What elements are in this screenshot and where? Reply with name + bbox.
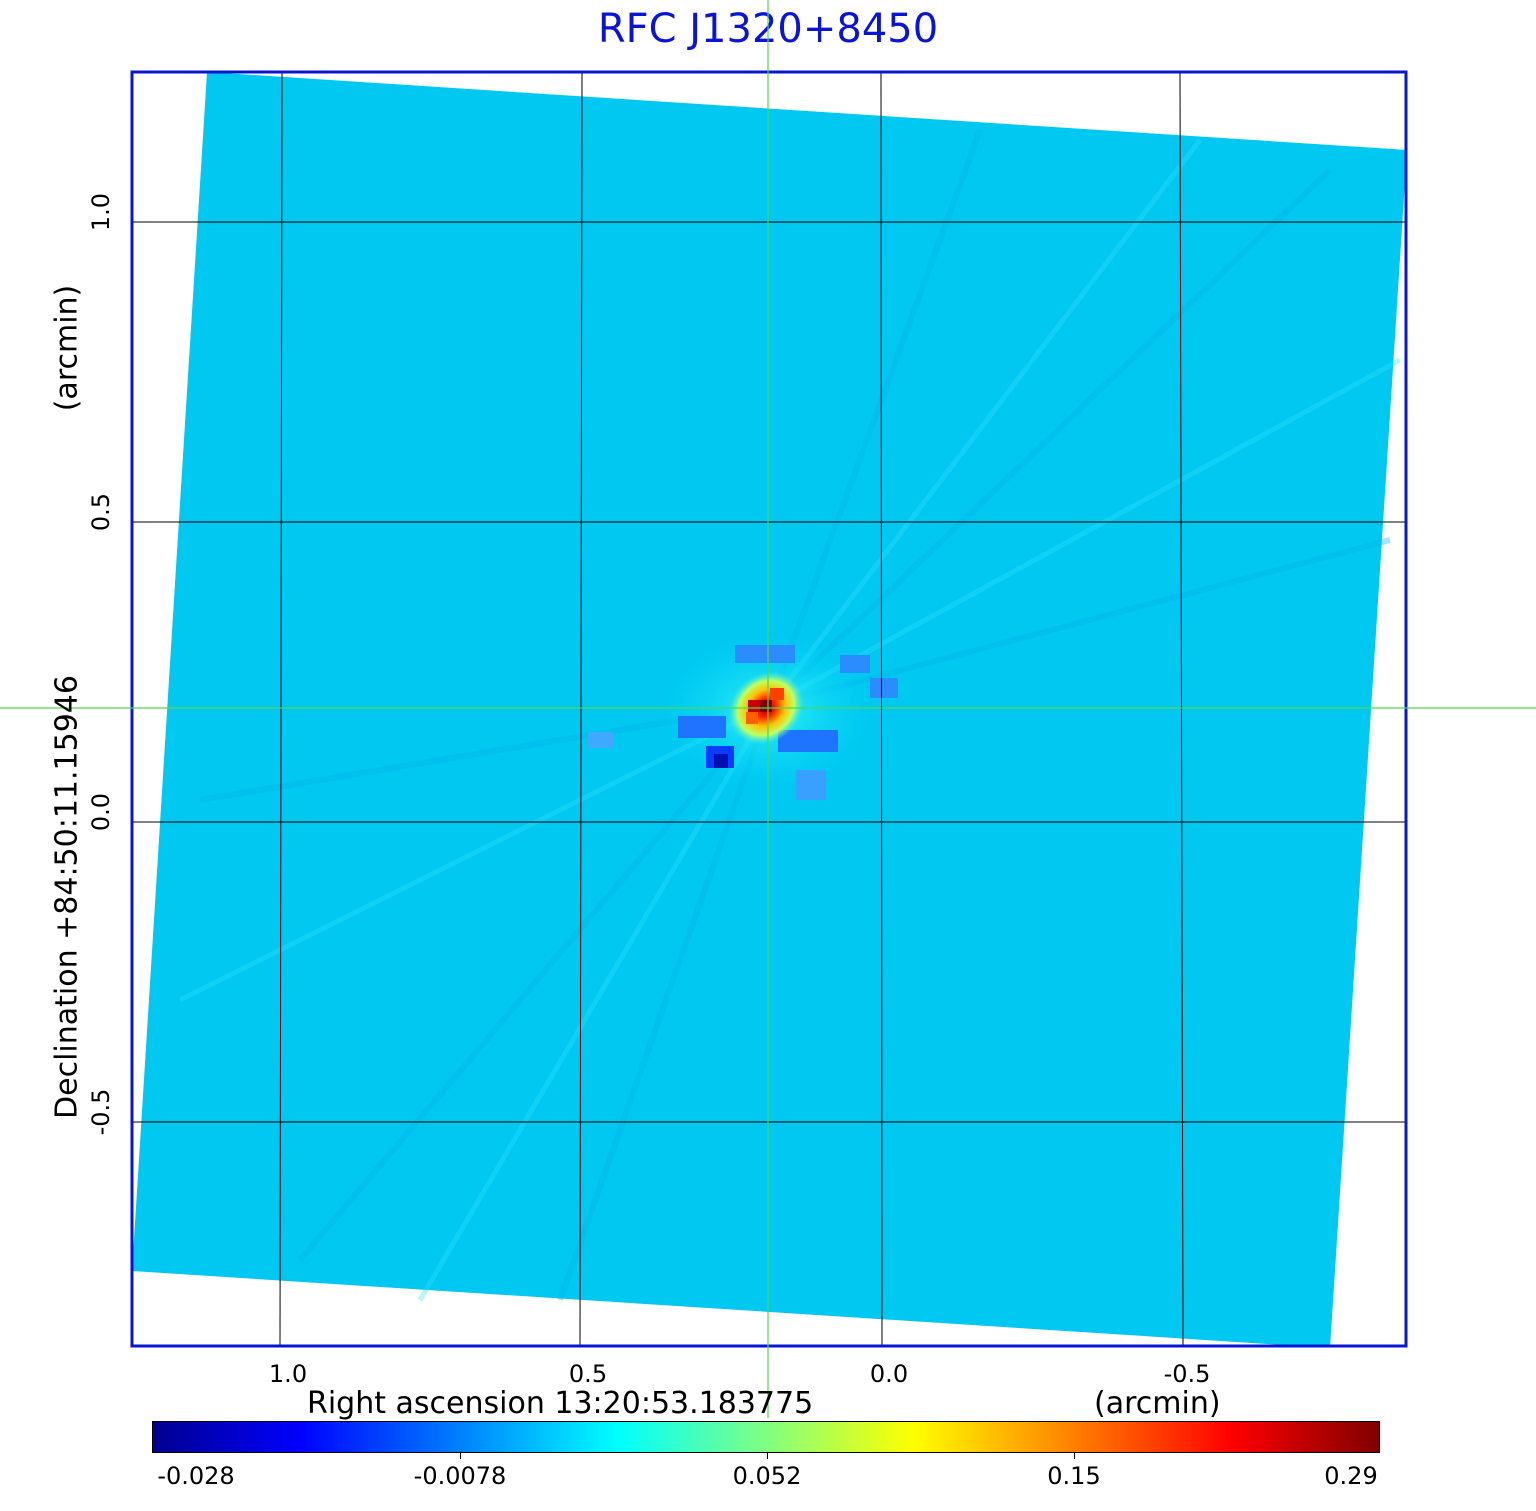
colorbar-tick-label: 0.15 [1047, 1462, 1101, 1490]
y-tick-label: -0.5 [87, 1088, 115, 1136]
peak-pixels [746, 688, 784, 724]
x-axis-label: Right ascension 13:20:53.183775 [307, 1386, 814, 1421]
y-tick-label: 0.0 [87, 792, 115, 832]
plot-frame [130, 70, 1408, 1348]
x-tick-label: 0.0 [869, 1360, 909, 1388]
coordinate-grid [132, 72, 1406, 1346]
x-axis-unit: (arcmin) [1094, 1386, 1221, 1421]
y-tick-label: 0.5 [87, 492, 115, 532]
y-tick-label: 1.0 [87, 192, 115, 232]
colorbar-tick-label: 0.052 [732, 1462, 802, 1490]
y-axis-label: Declination +84:50:11.15946 [49, 675, 85, 1119]
colorbar [152, 1421, 1380, 1453]
colorbar-tick-label: -0.028 [157, 1462, 235, 1490]
negative-sidelobes [588, 645, 898, 800]
sidelobe-streaks-light [178, 138, 1402, 1302]
x-tick-label: 1.0 [268, 1360, 308, 1388]
colorbar-tick-mark [1074, 1453, 1075, 1459]
colorbar-tick-mark [767, 1453, 768, 1459]
radio-map-plot [0, 0, 1536, 1418]
crosshair [0, 0, 1536, 1418]
colorbar-tick-label: 0.29 [1324, 1462, 1378, 1490]
colorbar-tick-label: -0.0078 [413, 1462, 507, 1490]
x-tick-label: -0.5 [1163, 1360, 1211, 1388]
colorbar-tick-mark [460, 1453, 461, 1459]
x-tick-label: 0.5 [568, 1360, 608, 1388]
sidelobe-streaks [199, 128, 1391, 1301]
y-axis-unit: (arcmin) [49, 284, 85, 412]
